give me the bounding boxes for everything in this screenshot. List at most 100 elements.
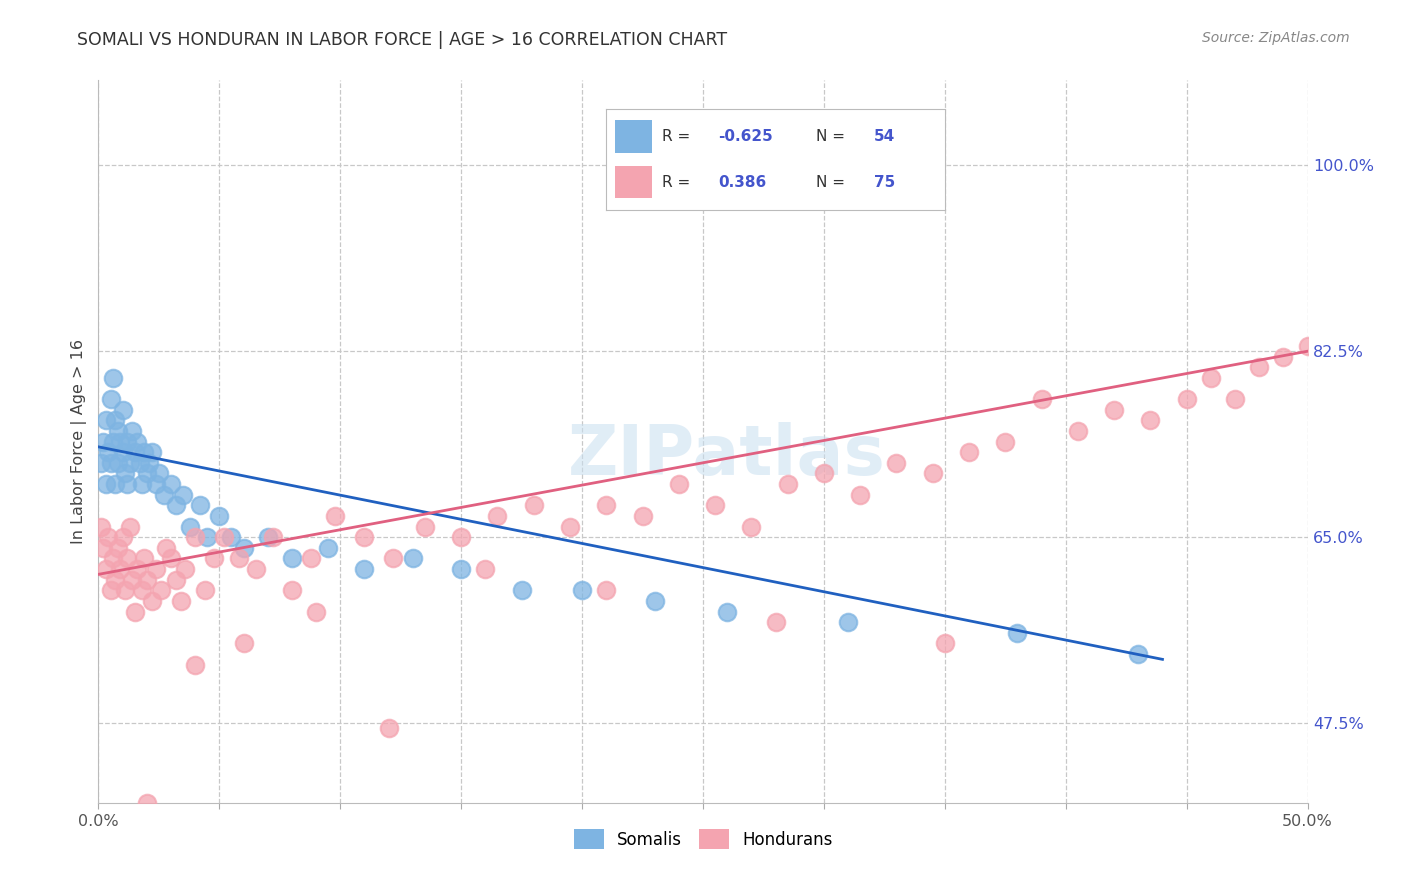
Point	[150, 583, 173, 598]
Point	[100, 456, 122, 470]
Point	[135, 467, 157, 481]
Point	[127, 562, 149, 576]
Point	[141, 594, 163, 608]
Point	[571, 583, 593, 598]
Point	[595, 498, 617, 512]
Point	[765, 615, 787, 630]
Point	[450, 530, 472, 544]
Point	[124, 605, 146, 619]
Point	[740, 519, 762, 533]
Point	[305, 605, 328, 619]
Point	[195, 530, 218, 544]
Y-axis label: In Labor Force | Age > 16: In Labor Force | Age > 16	[72, 339, 87, 544]
Point	[135, 573, 157, 587]
Point	[172, 488, 194, 502]
Point	[1067, 424, 1090, 438]
Point	[94, 413, 117, 427]
Point	[886, 456, 908, 470]
Point	[165, 498, 187, 512]
Point	[232, 541, 254, 555]
Point	[245, 562, 267, 576]
Point	[165, 573, 187, 587]
Point	[221, 530, 243, 544]
Point	[1128, 647, 1150, 661]
Point	[104, 413, 127, 427]
Point	[595, 583, 617, 598]
Point	[1199, 371, 1222, 385]
Point	[114, 583, 136, 598]
Point	[121, 573, 143, 587]
Point	[194, 583, 217, 598]
Point	[94, 477, 117, 491]
Legend: Somalis, Hondurans: Somalis, Hondurans	[567, 822, 839, 856]
Point	[256, 530, 278, 544]
Point	[204, 551, 226, 566]
Point	[299, 551, 322, 566]
Point	[101, 434, 124, 449]
Point	[262, 530, 284, 544]
Point	[100, 583, 122, 598]
Point	[353, 562, 375, 576]
Point	[281, 551, 304, 566]
Point	[1007, 625, 1029, 640]
Point	[97, 445, 120, 459]
Point	[325, 508, 347, 523]
Point	[117, 477, 139, 491]
Point	[353, 530, 375, 544]
Point	[1102, 402, 1125, 417]
Point	[510, 583, 533, 598]
Point	[188, 498, 211, 512]
Point	[90, 456, 112, 470]
Point	[934, 636, 956, 650]
Point	[141, 445, 163, 459]
Point	[704, 498, 727, 512]
Point	[849, 488, 872, 502]
Point	[474, 562, 496, 576]
Point	[107, 456, 129, 470]
Point	[117, 434, 139, 449]
Point	[145, 477, 167, 491]
Point	[94, 562, 117, 576]
Point	[776, 477, 799, 491]
Point	[174, 562, 197, 576]
Point	[114, 467, 136, 481]
Point	[108, 562, 131, 576]
Point	[111, 445, 134, 459]
Point	[631, 508, 654, 523]
Point	[644, 594, 666, 608]
Point	[107, 541, 129, 555]
Text: SOMALI VS HONDURAN IN LABOR FORCE | AGE > 16 CORRELATION CHART: SOMALI VS HONDURAN IN LABOR FORCE | AGE …	[77, 31, 727, 49]
Point	[921, 467, 943, 481]
Point	[402, 551, 425, 566]
Point	[668, 477, 690, 491]
Point	[208, 508, 231, 523]
Point	[1296, 339, 1319, 353]
Point	[558, 519, 581, 533]
Point	[486, 508, 509, 523]
Point	[127, 434, 149, 449]
Point	[134, 445, 156, 459]
Point	[184, 530, 207, 544]
Point	[1031, 392, 1053, 406]
Text: ZIPatlas: ZIPatlas	[568, 423, 886, 490]
Point	[107, 424, 129, 438]
Point	[134, 551, 156, 566]
Point	[101, 551, 124, 566]
Point	[145, 562, 167, 576]
Point	[994, 434, 1017, 449]
Point	[111, 530, 134, 544]
Point	[128, 456, 150, 470]
Point	[100, 392, 122, 406]
Point	[169, 594, 191, 608]
Point	[108, 434, 131, 449]
Point	[382, 551, 405, 566]
Point	[91, 541, 114, 555]
Point	[101, 371, 124, 385]
Point	[413, 519, 436, 533]
Point	[131, 477, 153, 491]
Point	[957, 445, 980, 459]
Point	[90, 519, 112, 533]
Point	[131, 583, 153, 598]
Point	[160, 477, 183, 491]
Point	[316, 541, 339, 555]
